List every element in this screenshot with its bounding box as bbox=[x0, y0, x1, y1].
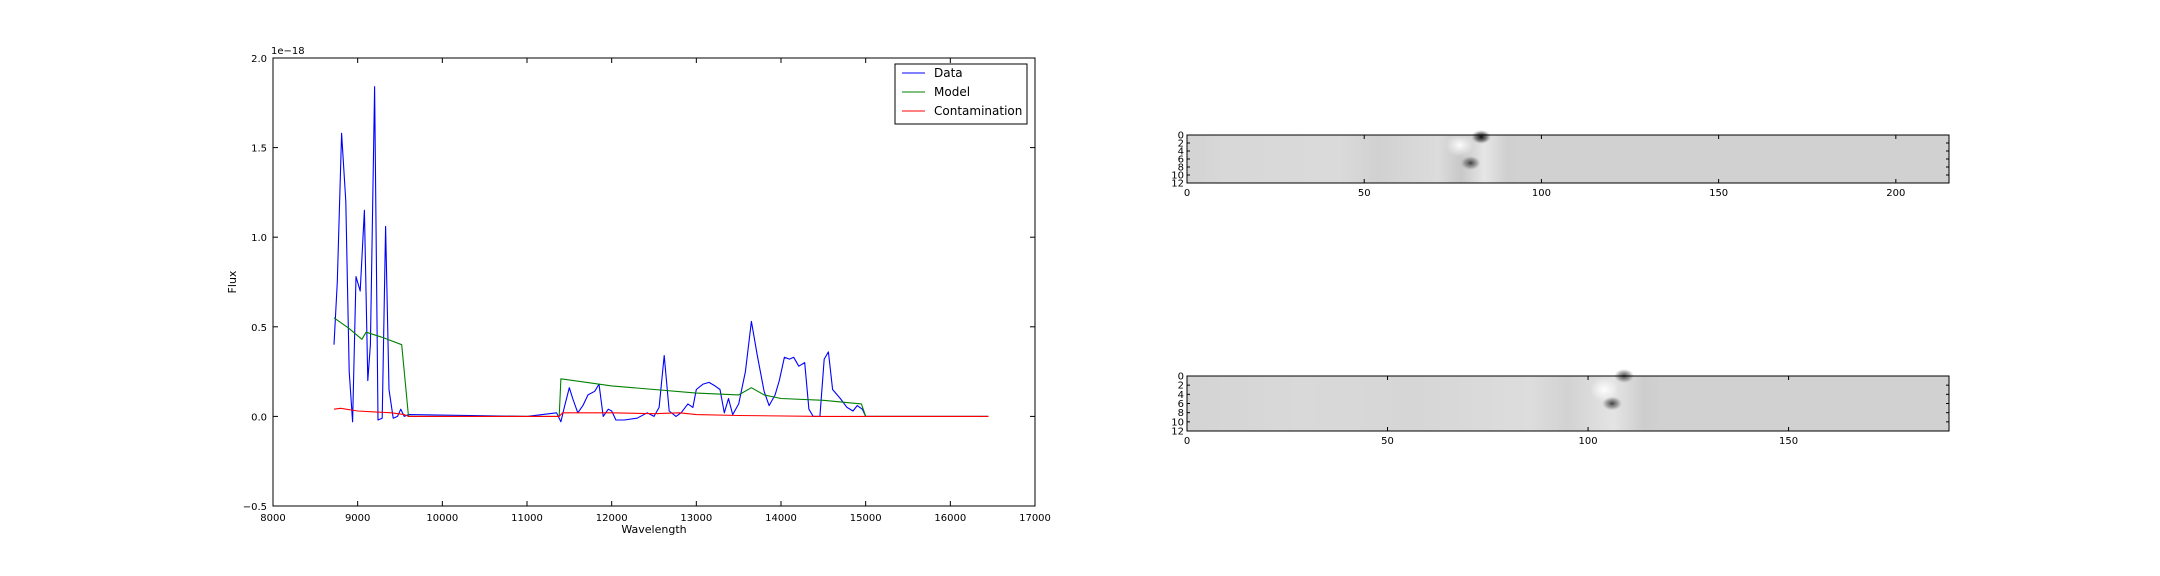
image-1-y-tick-label: 4 bbox=[1178, 147, 1184, 158]
image-1-background bbox=[1187, 135, 1949, 183]
y-tick-label: 0.0 bbox=[251, 412, 267, 423]
x-tick-label: 8000 bbox=[260, 513, 285, 524]
image-2-y-tick-label: 8 bbox=[1178, 408, 1184, 419]
spectrum-frame bbox=[272, 57, 1036, 507]
image-2-y-tick-label: 2 bbox=[1178, 381, 1184, 392]
image-1-x-tick-label: 0 bbox=[1184, 188, 1190, 199]
x-tick-label: 13000 bbox=[680, 513, 712, 524]
image-1-y-tick-label: 0 bbox=[1178, 131, 1184, 142]
x-axis-label: Wavelength bbox=[621, 523, 686, 536]
image-1-feature-2 bbox=[1445, 133, 1474, 157]
y-tick-label: −0.5 bbox=[243, 502, 267, 513]
y-tick-label: 1.5 bbox=[251, 144, 267, 155]
y-offset-label: 1e−18 bbox=[271, 46, 305, 57]
x-tick-label: 17000 bbox=[1019, 513, 1051, 524]
series-line-model bbox=[333, 317, 989, 417]
spectrum-series bbox=[333, 86, 989, 423]
legend-frame bbox=[894, 63, 1028, 125]
image-1-y-tick-label: 2 bbox=[1178, 139, 1184, 150]
y-axis-label: Flux bbox=[226, 270, 239, 293]
x-tick-label: 12000 bbox=[596, 513, 628, 524]
image-1-x-tick-label: 50 bbox=[1358, 188, 1371, 199]
legend-label-model: Model bbox=[934, 85, 970, 99]
image-1-x-tick-label: 100 bbox=[1532, 188, 1551, 199]
image-1-y-tick-label: 12 bbox=[1171, 179, 1184, 190]
image-1-x-tick-label: 150 bbox=[1709, 188, 1728, 199]
x-tick-label: 15000 bbox=[850, 513, 882, 524]
legend: Data Model Contamination bbox=[894, 63, 1028, 125]
spectrum-ticks: 8000 9000 10000 11000 12000 13000 14000 15000 16… bbox=[243, 54, 1051, 524]
x-tick-label: 11000 bbox=[511, 513, 543, 524]
image-2-x-tick-label: 150 bbox=[1779, 436, 1798, 447]
image-1-features bbox=[1445, 130, 1492, 170]
image-2-x-tick-label: 50 bbox=[1381, 436, 1394, 447]
y-tick-label: 0.5 bbox=[251, 323, 267, 334]
image-1-y-tick-label: 8 bbox=[1178, 163, 1184, 174]
image-1-feature-1 bbox=[1460, 156, 1481, 170]
image-2-feature-2 bbox=[1590, 377, 1619, 402]
spectrum-plot: 8000 9000 10000 11000 12000 13000 14000 15000 16… bbox=[226, 46, 1051, 536]
image-2-y-tick-label: 0 bbox=[1178, 372, 1184, 383]
y-tick-label: 1.0 bbox=[251, 233, 267, 244]
y-tick-label: 2.0 bbox=[251, 54, 267, 65]
x-tick-label: 16000 bbox=[934, 513, 966, 524]
image-1-y-tick-label: 6 bbox=[1178, 155, 1184, 166]
x-tick-label: 14000 bbox=[765, 513, 797, 524]
legend-label-data: Data bbox=[934, 66, 963, 80]
image-2-y-tick-label: 4 bbox=[1178, 390, 1184, 401]
x-tick-label: 9000 bbox=[345, 513, 370, 524]
x-tick-label: 10000 bbox=[426, 513, 458, 524]
image-2-x-tick-label: 0 bbox=[1184, 436, 1190, 447]
image-1-feature-0 bbox=[1471, 130, 1492, 144]
image-2-y-tick-label: 12 bbox=[1171, 427, 1184, 438]
series-line-contamination bbox=[333, 407, 989, 417]
image-2-x-tick-label: 100 bbox=[1579, 436, 1598, 447]
legend-label-contamination: Contamination bbox=[934, 104, 1022, 118]
image-2-background bbox=[1187, 376, 1949, 431]
image-2-y-tick-label: 10 bbox=[1171, 417, 1184, 428]
image-2-y-tick-label: 6 bbox=[1178, 399, 1184, 410]
image-1-x-tick-label: 200 bbox=[1886, 188, 1905, 199]
series-line-data bbox=[333, 86, 989, 423]
image-1-y-tick-label: 10 bbox=[1171, 171, 1184, 182]
